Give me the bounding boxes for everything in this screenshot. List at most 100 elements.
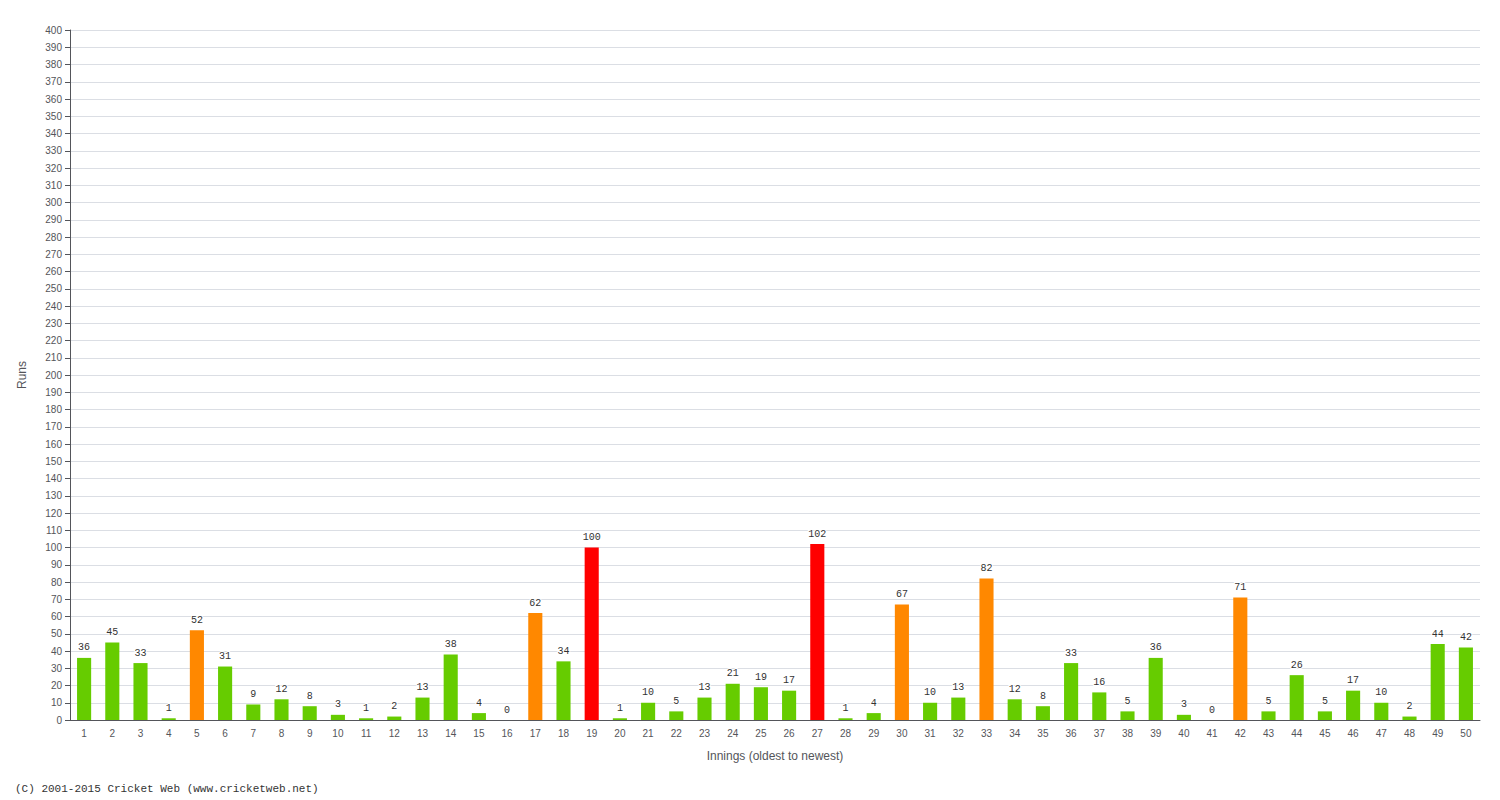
svg-text:90: 90 (51, 559, 63, 570)
svg-text:42: 42 (1235, 728, 1247, 739)
svg-text:0: 0 (56, 715, 62, 726)
svg-text:110: 110 (46, 525, 62, 536)
svg-text:42: 42 (1460, 632, 1472, 643)
svg-text:16: 16 (502, 728, 514, 739)
svg-text:29: 29 (868, 728, 880, 739)
svg-text:5: 5 (673, 696, 679, 707)
svg-text:38: 38 (1122, 728, 1134, 739)
svg-text:35: 35 (1037, 728, 1049, 739)
svg-text:33: 33 (1065, 648, 1077, 659)
svg-text:71: 71 (1234, 582, 1246, 593)
svg-text:4: 4 (476, 698, 482, 709)
svg-text:17: 17 (530, 728, 542, 739)
svg-text:50: 50 (51, 628, 63, 639)
svg-text:19: 19 (755, 672, 767, 683)
svg-text:100: 100 (45, 542, 62, 553)
svg-text:30: 30 (51, 663, 63, 674)
svg-text:102: 102 (808, 529, 826, 540)
svg-text:400: 400 (45, 25, 62, 36)
svg-text:36: 36 (78, 642, 90, 653)
svg-text:19: 19 (586, 728, 598, 739)
svg-text:17: 17 (1347, 675, 1359, 686)
svg-text:3: 3 (138, 728, 144, 739)
svg-text:10: 10 (51, 697, 63, 708)
svg-text:10: 10 (642, 687, 654, 698)
svg-text:120: 120 (45, 508, 62, 519)
svg-text:46: 46 (1348, 728, 1360, 739)
svg-text:8: 8 (279, 728, 285, 739)
svg-text:250: 250 (45, 283, 62, 294)
svg-text:34: 34 (1009, 728, 1021, 739)
svg-text:20: 20 (51, 680, 63, 691)
svg-text:32: 32 (953, 728, 965, 739)
svg-text:14: 14 (445, 728, 457, 739)
svg-text:45: 45 (106, 627, 118, 638)
svg-text:5: 5 (194, 728, 200, 739)
svg-text:370: 370 (45, 76, 62, 87)
svg-text:26: 26 (1291, 660, 1303, 671)
svg-text:33: 33 (134, 648, 146, 659)
svg-text:44: 44 (1432, 629, 1444, 640)
svg-text:10: 10 (1375, 687, 1387, 698)
svg-text:300: 300 (45, 197, 62, 208)
svg-text:9: 9 (250, 689, 256, 700)
svg-text:62: 62 (529, 598, 541, 609)
svg-text:13: 13 (416, 682, 428, 693)
svg-text:43: 43 (1263, 728, 1275, 739)
svg-text:30: 30 (896, 728, 908, 739)
svg-text:6: 6 (222, 728, 228, 739)
svg-text:270: 270 (45, 249, 62, 260)
svg-text:170: 170 (45, 421, 62, 432)
svg-text:360: 360 (45, 94, 62, 105)
svg-text:Innings (oldest to newest): Innings (oldest to newest) (707, 749, 844, 763)
svg-text:41: 41 (1207, 728, 1219, 739)
svg-text:10: 10 (332, 728, 344, 739)
svg-text:160: 160 (45, 439, 62, 450)
svg-text:280: 280 (45, 232, 62, 243)
svg-text:230: 230 (45, 318, 62, 329)
svg-text:37: 37 (1094, 728, 1106, 739)
svg-text:290: 290 (45, 214, 62, 225)
svg-text:9: 9 (307, 728, 313, 739)
svg-text:18: 18 (558, 728, 570, 739)
svg-text:310: 310 (45, 180, 62, 191)
svg-text:180: 180 (45, 404, 62, 415)
svg-text:100: 100 (583, 532, 601, 543)
svg-text:45: 45 (1319, 728, 1331, 739)
svg-text:2: 2 (110, 728, 116, 739)
svg-text:50: 50 (1460, 728, 1472, 739)
svg-text:1: 1 (81, 728, 87, 739)
svg-text:33: 33 (981, 728, 993, 739)
svg-text:27: 27 (812, 728, 824, 739)
svg-text:44: 44 (1291, 728, 1303, 739)
svg-text:190: 190 (45, 387, 62, 398)
svg-text:390: 390 (45, 42, 62, 53)
svg-text:2: 2 (1406, 701, 1412, 712)
svg-text:39: 39 (1150, 728, 1162, 739)
svg-text:36: 36 (1150, 642, 1162, 653)
svg-text:260: 260 (45, 266, 62, 277)
svg-text:20: 20 (614, 728, 626, 739)
svg-text:7: 7 (251, 728, 257, 739)
svg-text:330: 330 (45, 145, 62, 156)
svg-text:22: 22 (671, 728, 683, 739)
svg-text:5: 5 (1124, 696, 1130, 707)
svg-text:25: 25 (755, 728, 767, 739)
svg-text:15: 15 (473, 728, 485, 739)
svg-text:4: 4 (871, 698, 877, 709)
svg-text:4: 4 (166, 728, 172, 739)
svg-text:31: 31 (219, 651, 231, 662)
svg-text:13: 13 (952, 682, 964, 693)
svg-text:47: 47 (1376, 728, 1388, 739)
svg-text:13: 13 (417, 728, 429, 739)
svg-text:Runs: Runs (15, 361, 29, 389)
svg-text:220: 220 (45, 335, 62, 346)
svg-text:150: 150 (45, 456, 62, 467)
svg-text:11: 11 (361, 728, 372, 739)
svg-text:1: 1 (166, 703, 172, 714)
svg-text:140: 140 (45, 473, 62, 484)
svg-text:1: 1 (363, 703, 369, 714)
svg-text:12: 12 (275, 684, 287, 695)
svg-text:5: 5 (1265, 696, 1271, 707)
svg-text:40: 40 (1178, 728, 1190, 739)
